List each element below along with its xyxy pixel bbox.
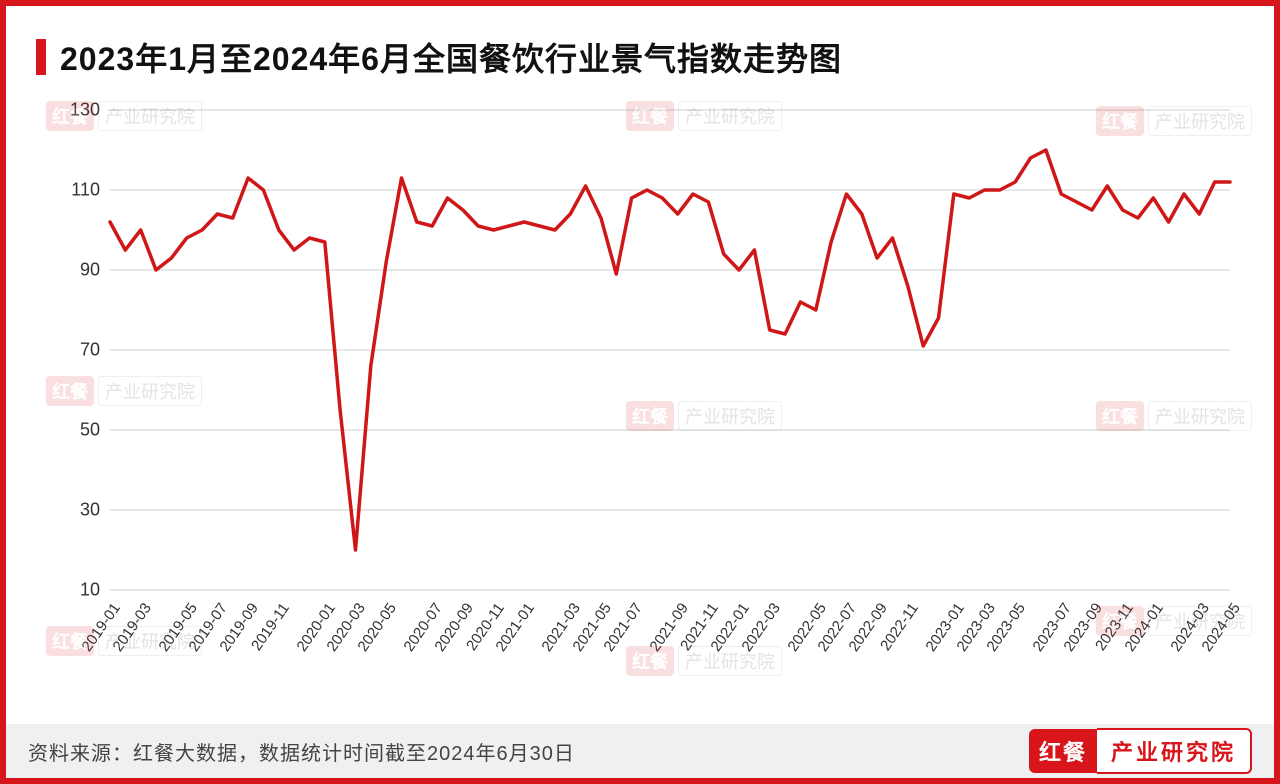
y-tick-label: 130 [70,100,100,121]
footer-logo: 红餐 产业研究院 [1029,728,1252,774]
logo-badge: 红餐 [1029,729,1097,773]
chart-area: 1030507090110130 2019-012019-032019-0520… [40,90,1240,670]
logo-label: 产业研究院 [1097,728,1252,774]
y-tick-label: 90 [80,260,100,281]
line-chart-svg [40,90,1240,670]
footer-bar: 资料来源：红餐大数据，数据统计时间截至2024年6月30日 红餐 产业研究院 [6,724,1274,778]
chart-title: 2023年1月至2024年6月全国餐饮行业景气指数走势图 [60,34,842,80]
y-tick-label: 30 [80,500,100,521]
title-accent-bar [36,39,46,75]
y-tick-label: 10 [80,580,100,601]
y-tick-label: 110 [71,180,100,201]
y-tick-label: 50 [80,420,100,441]
y-tick-label: 70 [80,340,100,361]
chart-frame: 2023年1月至2024年6月全国餐饮行业景气指数走势图 10 30 50 70 90 1… [0,0,1280,784]
source-text: 资料来源：红餐大数据，数据统计时间截至2024年6月30日 [28,737,575,766]
title-row: 2023年1月至2024年6月全国餐饮行业景气指数走势图 [36,34,1244,80]
